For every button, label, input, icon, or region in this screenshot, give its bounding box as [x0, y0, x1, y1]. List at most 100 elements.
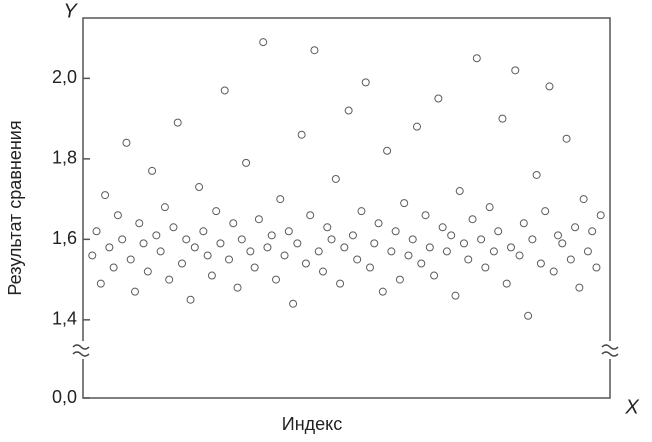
- point: [272, 275, 280, 284]
- point: [532, 170, 541, 179]
- point: [229, 219, 238, 228]
- point: [554, 231, 562, 240]
- point: [139, 239, 148, 248]
- point: [468, 215, 477, 224]
- point: [353, 255, 362, 264]
- y-tick-label: 1,4: [52, 309, 77, 329]
- point: [237, 235, 246, 244]
- point: [323, 223, 332, 232]
- axis-break: [601, 344, 619, 357]
- point: [156, 247, 165, 256]
- point: [310, 46, 319, 55]
- point: [387, 247, 396, 256]
- y-axis-title: Результат сравнения: [5, 120, 25, 295]
- axis-break: [72, 344, 90, 357]
- point: [395, 275, 404, 284]
- point: [562, 134, 571, 143]
- point: [579, 195, 588, 204]
- point: [220, 86, 229, 95]
- point: [88, 251, 97, 260]
- point: [502, 279, 511, 288]
- point: [430, 271, 439, 280]
- point: [250, 263, 259, 272]
- point: [357, 207, 366, 216]
- point: [122, 138, 131, 147]
- point: [169, 223, 178, 232]
- point: [378, 287, 387, 296]
- point: [524, 311, 533, 320]
- point: [293, 239, 302, 248]
- point: [96, 279, 105, 288]
- point: [113, 211, 122, 220]
- point: [361, 78, 370, 87]
- point: [331, 174, 340, 183]
- y-axis-name: Y: [63, 0, 78, 22]
- point: [494, 227, 503, 236]
- point: [374, 219, 383, 228]
- point: [203, 251, 212, 260]
- point: [344, 106, 353, 115]
- point: [408, 235, 417, 244]
- point: [425, 243, 434, 252]
- point: [207, 271, 216, 280]
- point: [536, 259, 545, 268]
- point: [472, 54, 481, 63]
- point: [135, 219, 144, 228]
- point: [583, 247, 592, 256]
- point: [126, 255, 135, 264]
- x-axis-name: X: [624, 396, 639, 418]
- point: [464, 255, 473, 264]
- point: [109, 263, 118, 272]
- point: [447, 231, 456, 240]
- point: [267, 231, 276, 240]
- point: [455, 187, 464, 196]
- point: [558, 239, 567, 248]
- point: [575, 283, 584, 292]
- point: [519, 219, 528, 228]
- point: [216, 239, 225, 248]
- point: [195, 183, 204, 192]
- point: [182, 235, 191, 244]
- point: [199, 227, 208, 236]
- y-tick-label: 1,6: [52, 228, 77, 248]
- point: [160, 203, 169, 212]
- point: [118, 235, 127, 244]
- point: [566, 255, 575, 264]
- y-tick-label: 1,8: [52, 148, 77, 168]
- point: [173, 118, 182, 127]
- point: [391, 227, 400, 236]
- point: [489, 247, 498, 256]
- point: [485, 203, 494, 212]
- point: [259, 38, 268, 47]
- point: [297, 130, 306, 139]
- point: [507, 243, 515, 252]
- point: [289, 299, 298, 308]
- point: [434, 94, 443, 103]
- point: [366, 263, 374, 272]
- point: [233, 283, 242, 292]
- point: [284, 227, 293, 236]
- y-tick-label: 2,0: [52, 67, 77, 87]
- point: [404, 251, 413, 260]
- point: [340, 243, 349, 252]
- point: [400, 199, 409, 208]
- point: [254, 215, 263, 224]
- point: [545, 82, 554, 91]
- point: [327, 235, 336, 244]
- point: [263, 243, 272, 252]
- point: [442, 247, 451, 256]
- plot-frame: [82, 17, 611, 399]
- point: [438, 223, 447, 232]
- point: [592, 263, 601, 272]
- point: [588, 227, 597, 236]
- x-axis-title: Индекс: [282, 414, 342, 434]
- point: [336, 279, 345, 288]
- point: [131, 287, 139, 296]
- point: [383, 146, 392, 155]
- point: [165, 275, 174, 284]
- point: [225, 255, 233, 264]
- point: [101, 191, 110, 200]
- point: [92, 227, 101, 236]
- point: [370, 239, 379, 248]
